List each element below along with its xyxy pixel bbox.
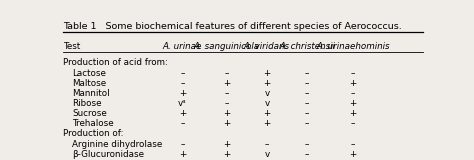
Text: v: v bbox=[264, 99, 269, 108]
Text: –: – bbox=[351, 140, 356, 149]
Text: Maltose: Maltose bbox=[72, 79, 106, 88]
Text: –: – bbox=[305, 150, 310, 159]
Text: Ribose: Ribose bbox=[72, 99, 101, 108]
Text: Mannitol: Mannitol bbox=[72, 89, 110, 98]
Text: –: – bbox=[351, 119, 356, 128]
Text: –: – bbox=[305, 89, 310, 98]
Text: +: + bbox=[349, 79, 357, 88]
Text: A. viridans: A. viridans bbox=[244, 42, 290, 51]
Text: +: + bbox=[263, 79, 271, 88]
Text: Test: Test bbox=[63, 42, 80, 51]
Text: Trehalose: Trehalose bbox=[72, 119, 114, 128]
Text: A. urinae: A. urinae bbox=[163, 42, 202, 51]
Text: –: – bbox=[180, 140, 184, 149]
Text: +: + bbox=[263, 109, 271, 118]
Text: –: – bbox=[224, 69, 228, 78]
Text: A. christensii: A. christensii bbox=[279, 42, 335, 51]
Text: +: + bbox=[349, 99, 357, 108]
Text: +: + bbox=[223, 119, 230, 128]
Text: –: – bbox=[180, 119, 184, 128]
Text: –: – bbox=[264, 140, 269, 149]
Text: –: – bbox=[305, 140, 310, 149]
Text: –: – bbox=[224, 99, 228, 108]
Text: β-Glucuronidase: β-Glucuronidase bbox=[72, 150, 144, 159]
Text: +: + bbox=[223, 150, 230, 159]
Text: –: – bbox=[305, 79, 310, 88]
Text: +: + bbox=[223, 109, 230, 118]
Text: –: – bbox=[180, 79, 184, 88]
Text: –: – bbox=[224, 89, 228, 98]
Text: +: + bbox=[179, 150, 186, 159]
Text: Production of acid from:: Production of acid from: bbox=[63, 58, 168, 67]
Text: Table 1   Some biochemical features of different species of Aerococcus.: Table 1 Some biochemical features of dif… bbox=[63, 22, 401, 31]
Text: vᵃ: vᵃ bbox=[178, 99, 187, 108]
Text: v: v bbox=[264, 89, 269, 98]
Text: +: + bbox=[263, 69, 271, 78]
Text: Lactose: Lactose bbox=[72, 69, 106, 78]
Text: Arginine dihydrolase: Arginine dihydrolase bbox=[72, 140, 163, 149]
Text: A. urinaehominis: A. urinaehominis bbox=[316, 42, 390, 51]
Text: +: + bbox=[263, 119, 271, 128]
Text: –: – bbox=[180, 69, 184, 78]
Text: +: + bbox=[179, 89, 186, 98]
Text: Sucrose: Sucrose bbox=[72, 109, 107, 118]
Text: –: – bbox=[305, 99, 310, 108]
Text: +: + bbox=[349, 109, 357, 118]
Text: Production of:: Production of: bbox=[63, 129, 123, 138]
Text: –: – bbox=[305, 109, 310, 118]
Text: –: – bbox=[305, 69, 310, 78]
Text: –: – bbox=[305, 119, 310, 128]
Text: +: + bbox=[349, 150, 357, 159]
Text: +: + bbox=[223, 79, 230, 88]
Text: +: + bbox=[223, 140, 230, 149]
Text: +: + bbox=[179, 109, 186, 118]
Text: –: – bbox=[351, 89, 356, 98]
Text: –: – bbox=[351, 69, 356, 78]
Text: v: v bbox=[264, 150, 269, 159]
Text: A. sanguinicola: A. sanguinicola bbox=[193, 42, 259, 51]
